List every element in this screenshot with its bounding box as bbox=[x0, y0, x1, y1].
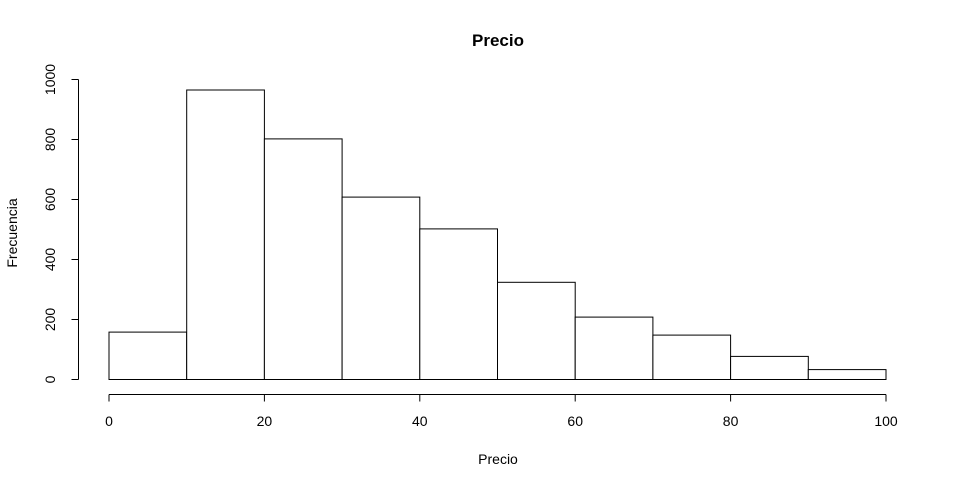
y-axis-label: Frecuencia bbox=[4, 198, 20, 267]
chart-title: Precio bbox=[472, 31, 524, 50]
histogram-bar-8 bbox=[730, 355, 809, 380]
histogram-bar-1 bbox=[186, 89, 265, 380]
y-tick-label: 1000 bbox=[42, 64, 58, 95]
histogram-bar-2 bbox=[263, 138, 343, 380]
y-tick-label: 800 bbox=[42, 128, 58, 152]
bars-group bbox=[108, 89, 887, 381]
y-tick-label: 600 bbox=[42, 188, 58, 212]
y-tick-label: 200 bbox=[42, 308, 58, 332]
y-tick-label: 400 bbox=[42, 248, 58, 272]
histogram-bar-7 bbox=[652, 334, 732, 381]
y-axis: 0 200 400 600 800 1000 bbox=[42, 64, 79, 383]
histogram-bar-3 bbox=[341, 196, 421, 380]
x-tick-label: 60 bbox=[567, 413, 583, 429]
histogram-bar-6 bbox=[574, 316, 654, 381]
x-tick-label: 20 bbox=[257, 413, 273, 429]
histogram-bar-4 bbox=[419, 228, 498, 380]
x-tick-label: 40 bbox=[412, 413, 428, 429]
histogram-bar-9 bbox=[807, 369, 887, 381]
histogram-bar-5 bbox=[497, 281, 576, 380]
x-tick-label: 0 bbox=[105, 413, 113, 429]
x-tick-label: 100 bbox=[874, 413, 898, 429]
x-tick-label: 80 bbox=[723, 413, 739, 429]
x-axis: 0 20 40 60 80 100 bbox=[105, 394, 898, 429]
y-tick-label: 0 bbox=[42, 375, 58, 383]
histogram-bar-0 bbox=[108, 331, 188, 381]
x-axis-label: Precio bbox=[478, 451, 518, 467]
